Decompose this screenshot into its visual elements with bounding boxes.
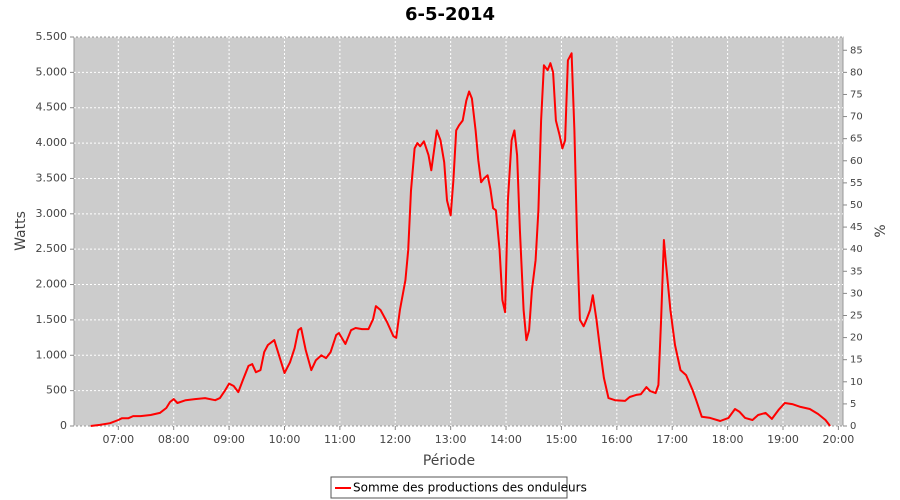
y2-axis-label: % (873, 224, 889, 237)
x-tick-label: 12:00 (379, 433, 411, 446)
y2-tick-label: 0 (850, 421, 856, 432)
x-tick-label: 14:00 (490, 433, 522, 446)
legend: Somme des productions des onduleurs (330, 476, 587, 499)
plot-area (73, 36, 844, 427)
x-tick-label: 18:00 (712, 433, 744, 446)
y2-tick-label: 35 (850, 266, 863, 277)
y2-tick-label: 30 (850, 288, 863, 299)
y2-tick-label: 70 (850, 112, 863, 123)
x-tick-label: 16:00 (601, 433, 633, 446)
y-tick-label: 2.000 (36, 278, 68, 291)
x-tick-label: 11:00 (324, 433, 356, 446)
legend-label: Somme des productions des onduleurs (353, 481, 587, 495)
x-tick-label: 10:00 (269, 433, 301, 446)
y-tick-label: 5.500 (36, 30, 68, 43)
y2-tick-label: 40 (850, 244, 863, 255)
y2-tick-label: 10 (850, 377, 863, 388)
y-tick-label: 5.000 (36, 65, 68, 78)
x-tick-label: 08:00 (158, 433, 190, 446)
x-tick-label: 19:00 (767, 433, 799, 446)
x-tick-label: 13:00 (435, 433, 467, 446)
y2-tick-label: 50 (850, 200, 863, 211)
series-line (90, 52, 831, 427)
x-tick-label: 20:00 (823, 433, 855, 446)
x-axis-label: Période (423, 453, 475, 469)
legend-box (330, 476, 568, 499)
y-tick-label: 500 (46, 384, 67, 397)
x-tick-label: 17:00 (656, 433, 688, 446)
y2-tick-label: 75 (850, 89, 863, 100)
y2-tick-label: 20 (850, 333, 863, 344)
y2-tick-label: 55 (850, 178, 863, 189)
y-tick-label: 1.000 (36, 348, 68, 361)
y2-tick-label: 5 (850, 399, 856, 410)
y-tick-label: 2.500 (36, 242, 68, 255)
y2-tick-label: 65 (850, 134, 863, 145)
y2-tick-label: 80 (850, 67, 863, 78)
y2-tick-label: 25 (850, 310, 863, 321)
y-tick-label: 3.000 (36, 207, 68, 220)
y2-tick-label: 45 (850, 222, 863, 233)
y-axis-label: Watts (13, 211, 29, 251)
x-tick-label: 15:00 (546, 433, 578, 446)
y-tick-label: 0 (60, 419, 67, 432)
y2-tick-label: 85 (850, 45, 863, 56)
y2-tick-label: 60 (850, 156, 863, 167)
x-tick-label: 09:00 (213, 433, 245, 446)
y-tick-label: 3.500 (36, 171, 68, 184)
y-tick-label: 1.500 (36, 313, 68, 326)
chart-title: 6-5-2014 (405, 4, 495, 25)
x-tick-label: 07:00 (102, 433, 134, 446)
y2-tick-label: 15 (850, 355, 863, 366)
y-tick-label: 4.000 (36, 136, 68, 149)
y-tick-label: 4.500 (36, 101, 68, 114)
